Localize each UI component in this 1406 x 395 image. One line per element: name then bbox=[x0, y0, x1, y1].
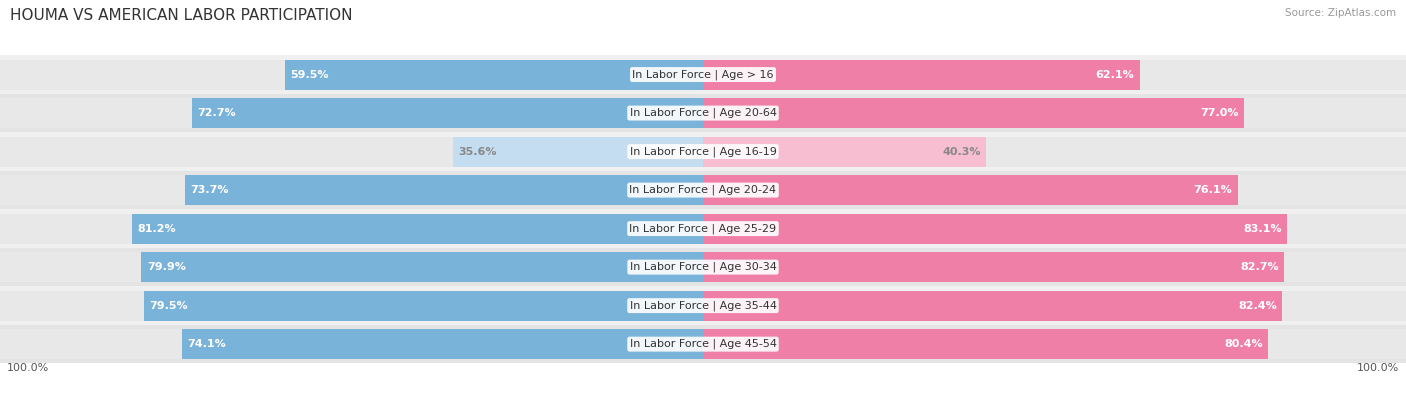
Text: 79.9%: 79.9% bbox=[146, 262, 186, 272]
Text: 80.4%: 80.4% bbox=[1225, 339, 1263, 349]
Text: In Labor Force | Age 35-44: In Labor Force | Age 35-44 bbox=[630, 300, 776, 311]
Bar bbox=[703, 137, 987, 167]
Text: 100.0%: 100.0% bbox=[7, 363, 49, 373]
Bar bbox=[0, 252, 703, 282]
Text: 82.4%: 82.4% bbox=[1237, 301, 1277, 310]
Bar bbox=[703, 252, 1285, 282]
Text: 59.5%: 59.5% bbox=[290, 70, 329, 79]
Text: In Labor Force | Age 16-19: In Labor Force | Age 16-19 bbox=[630, 146, 776, 157]
Text: In Labor Force | Age 20-24: In Labor Force | Age 20-24 bbox=[630, 185, 776, 196]
Bar bbox=[0, 137, 703, 167]
Text: 40.3%: 40.3% bbox=[942, 147, 981, 156]
Text: In Labor Force | Age 45-54: In Labor Force | Age 45-54 bbox=[630, 339, 776, 350]
Bar bbox=[186, 175, 703, 205]
Bar bbox=[703, 214, 1406, 244]
Text: 35.6%: 35.6% bbox=[458, 147, 496, 156]
Text: 77.0%: 77.0% bbox=[1201, 108, 1239, 118]
Text: 74.1%: 74.1% bbox=[188, 339, 226, 349]
Bar bbox=[703, 98, 1244, 128]
Text: In Labor Force | Age 25-29: In Labor Force | Age 25-29 bbox=[630, 223, 776, 234]
Text: 83.1%: 83.1% bbox=[1243, 224, 1282, 233]
Text: 82.7%: 82.7% bbox=[1240, 262, 1279, 272]
Bar bbox=[703, 137, 1406, 167]
Bar bbox=[703, 60, 1140, 90]
Bar bbox=[0, 329, 703, 359]
Text: In Labor Force | Age 20-64: In Labor Force | Age 20-64 bbox=[630, 108, 776, 118]
Bar bbox=[703, 291, 1406, 321]
Text: 79.5%: 79.5% bbox=[149, 301, 188, 310]
Bar bbox=[703, 291, 1282, 321]
Bar bbox=[0, 214, 703, 244]
Bar bbox=[703, 175, 1406, 205]
Text: 100.0%: 100.0% bbox=[1357, 363, 1399, 373]
Bar bbox=[0, 291, 703, 321]
Bar bbox=[0, 175, 703, 205]
Bar bbox=[703, 175, 1237, 205]
Bar bbox=[0, 60, 703, 90]
Bar bbox=[0, 98, 703, 128]
Bar bbox=[703, 98, 1406, 128]
Text: 81.2%: 81.2% bbox=[138, 224, 176, 233]
Bar bbox=[132, 214, 703, 244]
Bar bbox=[0, 94, 1406, 132]
Bar bbox=[0, 55, 1406, 94]
Bar bbox=[703, 252, 1406, 282]
Text: In Labor Force | Age 30-34: In Labor Force | Age 30-34 bbox=[630, 262, 776, 273]
Text: Source: ZipAtlas.com: Source: ZipAtlas.com bbox=[1285, 8, 1396, 18]
Bar bbox=[0, 286, 1406, 325]
Bar bbox=[0, 209, 1406, 248]
Text: In Labor Force | Age > 16: In Labor Force | Age > 16 bbox=[633, 69, 773, 80]
Bar bbox=[0, 171, 1406, 209]
Bar bbox=[0, 248, 1406, 286]
Bar bbox=[703, 329, 1268, 359]
Bar bbox=[183, 329, 703, 359]
Bar bbox=[191, 98, 703, 128]
Bar bbox=[703, 60, 1406, 90]
Bar bbox=[703, 329, 1406, 359]
Text: 62.1%: 62.1% bbox=[1095, 70, 1135, 79]
Text: 73.7%: 73.7% bbox=[190, 185, 229, 195]
Bar bbox=[453, 137, 703, 167]
Bar bbox=[145, 291, 703, 321]
Text: HOUMA VS AMERICAN LABOR PARTICIPATION: HOUMA VS AMERICAN LABOR PARTICIPATION bbox=[10, 8, 353, 23]
Bar bbox=[141, 252, 703, 282]
Bar bbox=[703, 214, 1288, 244]
Bar bbox=[0, 325, 1406, 363]
Text: 72.7%: 72.7% bbox=[197, 108, 236, 118]
Text: 76.1%: 76.1% bbox=[1194, 185, 1232, 195]
Bar bbox=[284, 60, 703, 90]
Bar bbox=[0, 132, 1406, 171]
